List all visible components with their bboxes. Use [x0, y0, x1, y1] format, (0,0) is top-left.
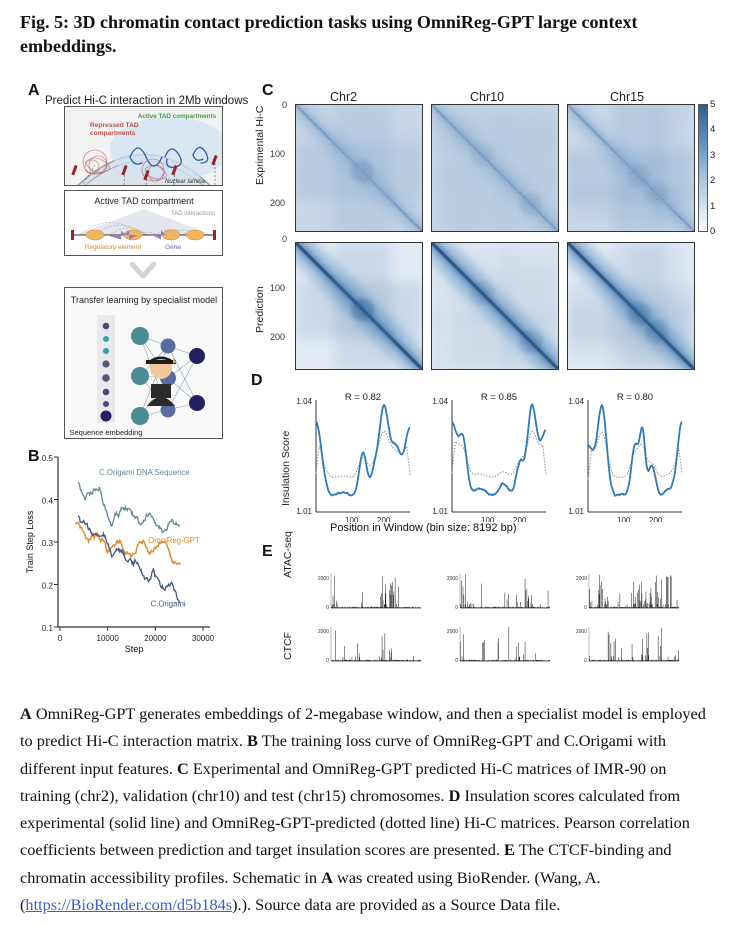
svg-text:compartments: compartments: [90, 130, 136, 137]
svg-text:Active TAD compartments: Active TAD compartments: [138, 113, 217, 120]
svg-text:1.04: 1.04: [568, 397, 584, 406]
svg-text:Transfer learning by specialis: Transfer learning by specialist model: [71, 295, 217, 305]
svg-text:0: 0: [455, 658, 458, 664]
svg-text:Active TAD compartment: Active TAD compartment: [94, 196, 194, 206]
svg-text:0: 0: [58, 634, 63, 643]
svg-text:0.5: 0.5: [42, 454, 54, 463]
svg-text:0.2: 0.2: [42, 582, 54, 591]
svg-text:1.01: 1.01: [296, 507, 312, 516]
svg-text:R = 0.80: R = 0.80: [617, 392, 653, 403]
svg-text:TAD interactions: TAD interactions: [171, 211, 215, 217]
svg-text:30000: 30000: [192, 634, 215, 643]
svg-text:Repressed TAD: Repressed TAD: [90, 122, 139, 129]
svg-text:Gene: Gene: [165, 244, 181, 251]
svg-text:Step: Step: [125, 644, 144, 654]
svg-text:C.Origami: C.Origami: [151, 600, 186, 609]
svg-text:0: 0: [584, 605, 587, 611]
svg-text:100: 100: [617, 516, 631, 522]
svg-text:2000: 2000: [447, 629, 458, 635]
svg-text:10000: 10000: [97, 634, 120, 643]
svg-text:Nuclear lamina: Nuclear lamina: [165, 179, 206, 185]
svg-text:1.04: 1.04: [432, 397, 448, 406]
svg-text:0: 0: [455, 605, 458, 611]
svg-text:0: 0: [584, 658, 587, 664]
svg-text:0: 0: [326, 658, 329, 664]
svg-text:20000: 20000: [144, 634, 167, 643]
svg-text:0.3: 0.3: [42, 539, 54, 548]
svg-text:2000: 2000: [576, 576, 587, 582]
svg-text:R = 0.85: R = 0.85: [481, 392, 517, 403]
svg-text:R = 0.82: R = 0.82: [345, 392, 381, 403]
svg-text:0.4: 0.4: [42, 497, 54, 506]
svg-text:1.04: 1.04: [296, 397, 312, 406]
svg-text:1.01: 1.01: [432, 507, 448, 516]
svg-text:200: 200: [649, 516, 663, 522]
svg-text:2000: 2000: [576, 629, 587, 635]
svg-text:0: 0: [326, 605, 329, 611]
svg-text:2000: 2000: [318, 629, 329, 635]
svg-text:2000: 2000: [447, 576, 458, 582]
svg-text:Regulatory element: Regulatory element: [85, 244, 142, 251]
svg-text:OmniReg-GPT: OmniReg-GPT: [148, 536, 200, 545]
svg-text:C.Origami DNA Sequence: C.Origami DNA Sequence: [99, 468, 190, 477]
svg-text:Train Step Loss: Train Step Loss: [25, 510, 35, 573]
svg-text:Sequence embedding: Sequence embedding: [70, 428, 143, 437]
svg-text:2000: 2000: [318, 576, 329, 582]
svg-text:0.1: 0.1: [42, 624, 54, 633]
svg-text:1.01: 1.01: [568, 507, 584, 516]
